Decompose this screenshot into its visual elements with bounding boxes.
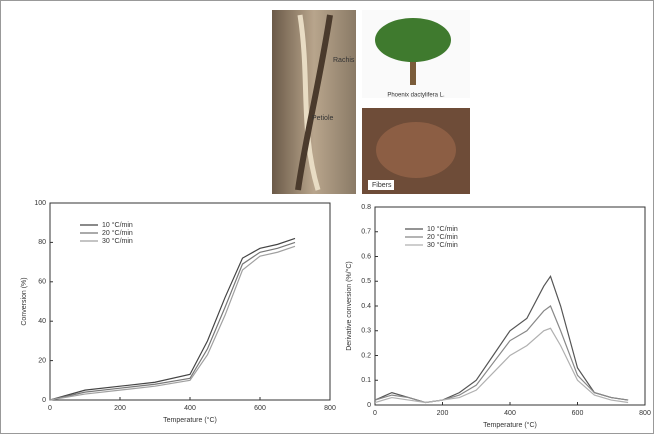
x-tick-label: 200 xyxy=(437,410,449,417)
fiber-pile xyxy=(376,122,456,178)
label-box xyxy=(368,180,394,190)
y-tick-label: 0 xyxy=(42,397,46,404)
photo-label: Petiole xyxy=(312,115,334,122)
y-tick-label: 0.7 xyxy=(361,229,371,236)
y-tick-label: 0.5 xyxy=(361,278,371,285)
y-tick-label: 60 xyxy=(38,279,46,286)
trunk xyxy=(410,45,416,85)
photo-label: Phoenix dactylifera L. xyxy=(387,93,445,99)
x-tick-label: 0 xyxy=(373,410,377,417)
y-axis-label: Conversion (%) xyxy=(21,277,28,325)
stem-shape xyxy=(297,14,321,191)
x-tick-label: 800 xyxy=(324,405,336,412)
legend-label: 30 °C/min xyxy=(102,237,133,245)
y-tick-label: 80 xyxy=(38,239,46,246)
y-tick-label: 20 xyxy=(38,357,46,364)
y-tick-label: 100 xyxy=(34,200,46,207)
photo-label: Rachis xyxy=(333,57,355,64)
x-tick-label: 800 xyxy=(639,410,651,417)
y-tick-label: 0.2 xyxy=(361,352,371,359)
photo-label: Fibers xyxy=(372,182,392,189)
series-line xyxy=(49,245,296,401)
legend-label: 10 °C/min xyxy=(427,225,458,233)
series-line xyxy=(374,305,629,404)
y-tick-label: 0.3 xyxy=(361,328,371,335)
legend-label: 20 °C/min xyxy=(102,229,133,237)
x-tick-label: 200 xyxy=(114,405,126,412)
x-tick-label: 600 xyxy=(572,410,584,417)
legend-label: 10 °C/min xyxy=(102,221,133,229)
x-tick-label: 600 xyxy=(254,405,266,412)
series-line xyxy=(49,241,296,401)
y-tick-label: 0.6 xyxy=(361,253,371,260)
legend-label: 30 °C/min xyxy=(427,241,458,249)
x-tick-label: 0 xyxy=(48,405,52,412)
series-line xyxy=(49,237,296,401)
y-axis-label: Derivative conversion (%/°C) xyxy=(345,261,353,351)
stem-shape xyxy=(295,14,333,191)
x-tick-label: 400 xyxy=(504,410,516,417)
series-line xyxy=(374,327,629,404)
y-tick-label: 0.1 xyxy=(361,377,371,384)
crown xyxy=(375,18,451,62)
y-tick-label: 0 xyxy=(367,402,371,409)
x-tick-label: 400 xyxy=(184,405,196,412)
x-axis-label: Temperature (°C) xyxy=(163,416,217,424)
y-tick-label: 0.8 xyxy=(361,204,371,211)
y-tick-label: 40 xyxy=(38,318,46,325)
x-axis-label: Temperature (°C) xyxy=(483,421,537,429)
y-tick-label: 0.4 xyxy=(361,303,371,310)
legend-label: 20 °C/min xyxy=(427,233,458,241)
